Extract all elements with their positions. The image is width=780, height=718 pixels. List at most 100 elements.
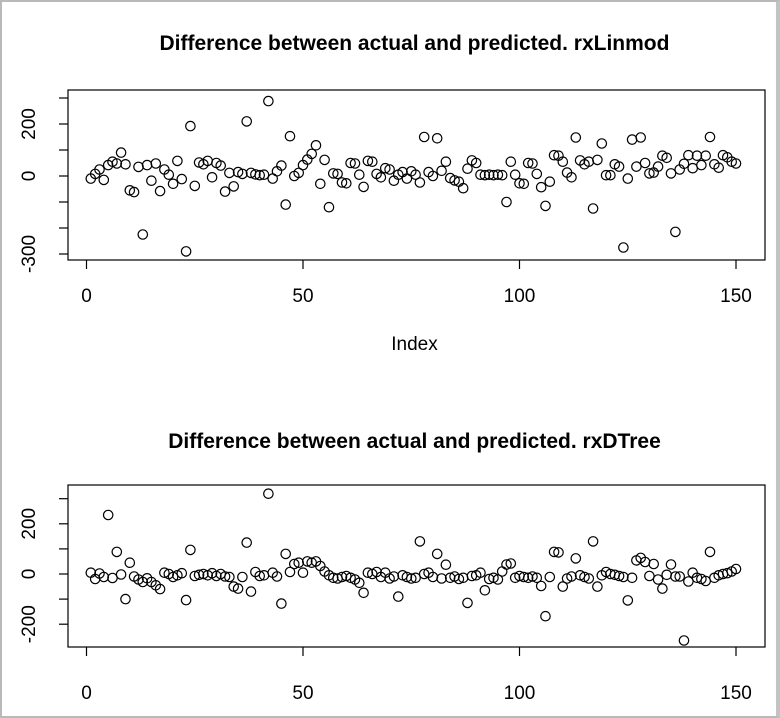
data-point (436, 573, 447, 584)
data-point (470, 157, 482, 169)
data-point (700, 150, 711, 161)
data-point (691, 150, 703, 161)
data-point (548, 546, 560, 558)
data-point (527, 571, 538, 582)
data-point (670, 571, 681, 582)
data-point (540, 610, 551, 622)
data-point (566, 172, 577, 183)
data-point (98, 174, 110, 186)
data-point (674, 571, 685, 582)
data-point (150, 158, 162, 169)
data-point (479, 169, 491, 181)
data-point (570, 132, 582, 143)
x-tick-label: 0 (81, 683, 92, 704)
data-point (94, 164, 105, 175)
data-point (128, 186, 140, 198)
data-point (384, 164, 395, 175)
data-point (405, 573, 417, 584)
data-point (730, 563, 742, 575)
data-point (375, 172, 387, 183)
data-point (583, 573, 595, 584)
data-point (505, 558, 517, 569)
data-point (570, 553, 582, 564)
data-point (579, 571, 590, 583)
data-point (631, 161, 642, 172)
data-point (323, 201, 335, 213)
data-point (258, 169, 270, 180)
data-point (622, 595, 634, 606)
data-point (440, 156, 452, 167)
x-axis-label-index: Index (391, 334, 438, 355)
data-point (462, 597, 473, 609)
data-point (410, 169, 421, 180)
data-point (414, 536, 426, 547)
data-point (237, 571, 248, 583)
data-point (193, 569, 205, 581)
data-point (254, 570, 266, 582)
data-point (141, 159, 153, 171)
data-point (670, 226, 681, 238)
data-point (449, 175, 460, 186)
data-point (250, 169, 261, 180)
data-point (518, 571, 530, 583)
data-point (648, 558, 659, 570)
data-point (644, 570, 655, 582)
data-point (548, 149, 560, 161)
data-point (111, 158, 123, 169)
data-point (124, 557, 136, 568)
data-point (475, 169, 486, 180)
data-point (531, 572, 543, 584)
plot-box (67, 89, 766, 261)
data-point (683, 576, 694, 587)
data-point (721, 567, 733, 579)
data-point (544, 571, 556, 583)
x-tick-label: 50 (292, 286, 313, 307)
data-point (492, 169, 504, 180)
x-tick-label: 50 (292, 683, 313, 704)
data-point (85, 567, 97, 578)
data-point (613, 161, 625, 172)
y-tick-label: 200 (19, 108, 40, 140)
data-point (172, 155, 183, 167)
data-point (730, 158, 742, 169)
data-point (228, 181, 239, 192)
data-point (293, 557, 304, 568)
chart-title-rxlinmod: Difference between actual and predicted.… (159, 32, 670, 55)
data-point (605, 169, 616, 181)
data-point (505, 156, 517, 167)
y-tick-label: 0 (19, 569, 40, 580)
data-point (154, 185, 166, 197)
data-point (475, 567, 486, 578)
data-point (310, 140, 322, 151)
data-point (206, 172, 218, 183)
chart-title-rxdtree: Difference between actual and predicted.… (168, 430, 661, 453)
data-point (219, 186, 231, 197)
data-point (111, 546, 123, 558)
data-point (245, 586, 257, 597)
data-point (379, 162, 391, 174)
data-point (553, 547, 564, 558)
data-point (358, 181, 369, 193)
data-point (107, 572, 118, 584)
y-tick-label: -200 (19, 605, 40, 643)
data-point (115, 147, 127, 158)
data-point (98, 571, 110, 583)
data-point (618, 242, 629, 253)
x-tick-label: 150 (720, 286, 752, 307)
scatter-plot-rxlinmod: 0 50 100 150 200 0 -300 (19, 89, 766, 307)
data-point (436, 165, 447, 177)
data-point (301, 556, 313, 567)
data-point (496, 169, 508, 181)
data-point (544, 176, 556, 187)
data-point (332, 168, 343, 180)
data-point (276, 598, 287, 609)
data-point (440, 559, 452, 570)
y-tick-label: -300 (19, 235, 40, 273)
data-point (501, 196, 512, 208)
data-point (644, 168, 655, 179)
data-point (319, 154, 330, 166)
data-point (557, 156, 569, 167)
data-point (566, 571, 577, 582)
data-point (224, 571, 235, 583)
